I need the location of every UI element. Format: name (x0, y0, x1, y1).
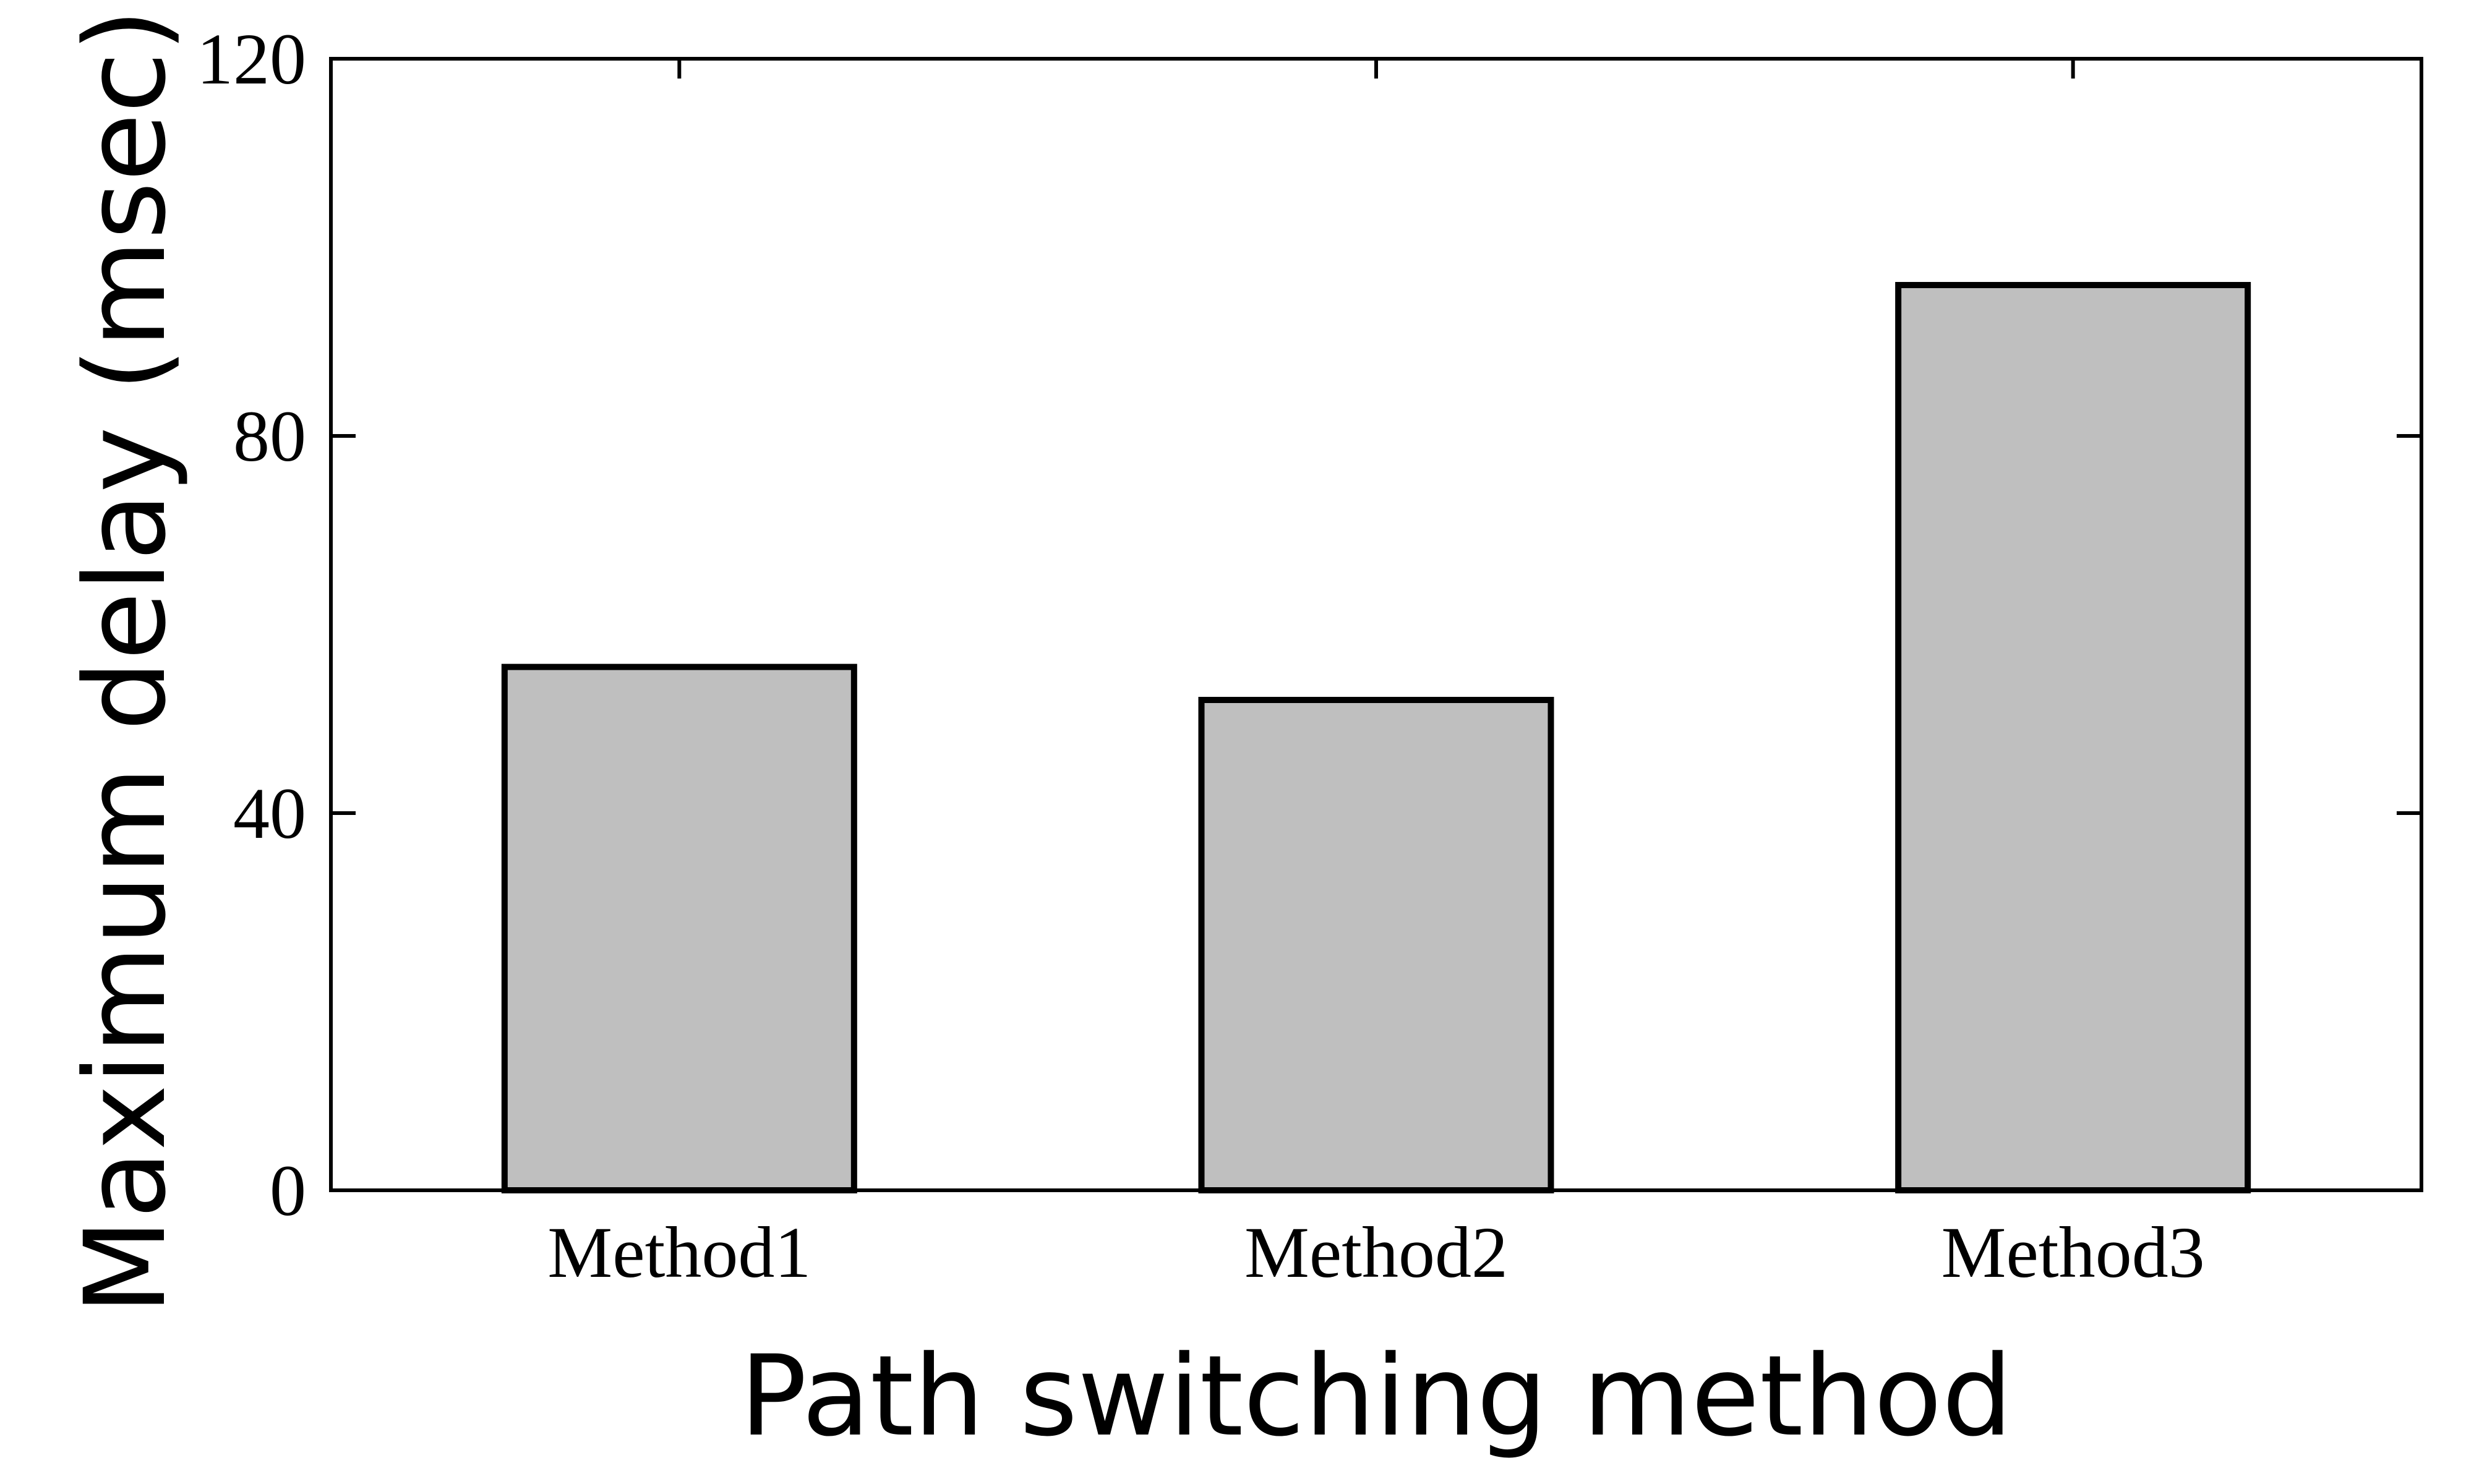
y-tick-label: 40 (233, 773, 306, 854)
y-tick-label: 0 (270, 1150, 306, 1231)
y-tick-label: 80 (233, 396, 306, 477)
x-axis-label: Path switching method (740, 1332, 2013, 1461)
ticks-group (331, 59, 2421, 815)
bar-method1 (501, 663, 857, 1193)
y-tick-label: 120 (197, 19, 306, 100)
bar-method3 (1895, 282, 2251, 1193)
x-tick-label: Method1 (547, 1212, 811, 1293)
x-tick-label: Method2 (1244, 1212, 1508, 1293)
tick-labels-group: Method1 Method2 Method3 0 40 80 120 (197, 19, 2205, 1293)
bars-group (501, 282, 2251, 1193)
y-axis-label: Maximum delay (msec) (61, 9, 190, 1315)
bar-method2 (1198, 697, 1554, 1193)
x-tick-label: Method3 (1941, 1212, 2205, 1293)
